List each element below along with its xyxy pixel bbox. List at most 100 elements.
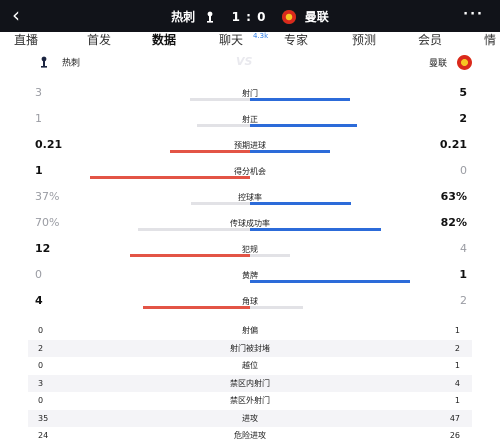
home-bar bbox=[197, 124, 250, 127]
back-icon[interactable]: ‹ bbox=[12, 3, 20, 27]
stat-list-row: 2 射门被封堵 2 bbox=[28, 340, 472, 357]
away-value: 1 bbox=[454, 396, 460, 405]
stat-row: 70% 传球成功率 82% bbox=[0, 216, 500, 242]
stat-list-row: 24 危险进攻 26 bbox=[28, 427, 472, 440]
stat-label: 越位 bbox=[242, 361, 258, 370]
stat-label: 禁区内射门 bbox=[230, 379, 270, 388]
stat-label: 犯规 bbox=[242, 245, 258, 254]
stat-row: 0 黄牌 1 bbox=[0, 268, 500, 294]
away-bar bbox=[250, 98, 350, 101]
tab-6[interactable]: 会员 bbox=[418, 33, 443, 47]
home-value: 24 bbox=[38, 431, 49, 440]
stat-label: 射门 bbox=[242, 89, 258, 98]
home-value: 37% bbox=[35, 190, 60, 203]
tab-1[interactable]: 首发 bbox=[87, 33, 112, 47]
stat-row: 4 角球 2 bbox=[0, 294, 500, 320]
away-team-name: 曼联 bbox=[428, 59, 447, 69]
stat-label: 黄牌 bbox=[242, 271, 258, 280]
away-value: 0.21 bbox=[439, 138, 467, 151]
stat-label: 危险进攻 bbox=[234, 431, 266, 440]
tab-2[interactable]: 数据 bbox=[152, 33, 177, 47]
away-value: 0 bbox=[460, 164, 467, 177]
away-value: 1 bbox=[454, 361, 460, 370]
away-value: 4 bbox=[454, 379, 460, 388]
home-value: 3 bbox=[35, 86, 42, 99]
home-value: 12 bbox=[35, 242, 51, 255]
home-value: 1 bbox=[35, 112, 42, 125]
away-bar bbox=[250, 306, 303, 309]
home-bar bbox=[190, 98, 250, 101]
header-home-team: 热刺 bbox=[171, 9, 196, 24]
stat-label: 射偏 bbox=[242, 326, 258, 335]
more-icon[interactable]: ··· bbox=[463, 7, 484, 22]
stat-list-row: 3 禁区内射门 4 bbox=[28, 375, 472, 392]
header-away-team: 曼联 bbox=[304, 9, 329, 24]
tab-bar: 直播 首发 数据 聊天 4.3k 专家 预测 会员 情 bbox=[0, 32, 500, 52]
home-team: 热刺 bbox=[38, 55, 80, 69]
stat-list-row: 0 越位 1 bbox=[28, 357, 472, 374]
tab-3[interactable]: 聊天 bbox=[219, 33, 244, 47]
away-bar bbox=[250, 202, 351, 205]
stat-row: 12 犯规 4 bbox=[0, 242, 500, 268]
match-score: 1 : 0 bbox=[231, 9, 267, 24]
home-value: 0 bbox=[38, 396, 44, 405]
home-bar bbox=[130, 254, 250, 257]
home-bar bbox=[143, 306, 250, 309]
away-bar bbox=[250, 254, 290, 257]
manutd-crest-icon bbox=[457, 55, 472, 70]
spurs-crest-icon bbox=[41, 56, 47, 68]
home-team-name: 热刺 bbox=[62, 58, 81, 69]
home-value: 4 bbox=[35, 294, 43, 307]
home-value: 70% bbox=[35, 216, 60, 229]
stat-label: 角球 bbox=[242, 297, 258, 306]
tab-4[interactable]: 专家 bbox=[284, 33, 309, 47]
stat-label: 传球成功率 bbox=[230, 219, 270, 228]
away-value: 1 bbox=[459, 268, 467, 281]
tab-5[interactable]: 预测 bbox=[352, 33, 377, 47]
home-bar bbox=[191, 202, 250, 205]
stat-label: 得分机会 bbox=[234, 167, 266, 176]
away-value: 4 bbox=[460, 242, 467, 255]
home-value: 35 bbox=[38, 414, 49, 423]
away-value: 26 bbox=[449, 431, 460, 440]
home-value: 2 bbox=[38, 344, 44, 353]
away-value: 82% bbox=[440, 216, 467, 229]
stat-row: 1 得分机会 0 bbox=[0, 164, 500, 190]
stat-label: 禁区外射门 bbox=[230, 396, 270, 405]
stat-label: 射正 bbox=[242, 115, 258, 124]
home-value: 0 bbox=[38, 361, 44, 370]
away-value: 1 bbox=[454, 326, 460, 335]
away-team: 曼联 bbox=[429, 55, 472, 70]
away-value: 63% bbox=[440, 190, 467, 203]
home-value: 1 bbox=[35, 164, 43, 177]
home-value: 0 bbox=[35, 268, 42, 281]
chat-count-badge: 4.3k bbox=[253, 32, 269, 40]
away-value: 2 bbox=[460, 294, 467, 307]
stat-list-row: 35 进攻 47 bbox=[28, 410, 472, 427]
away-bar bbox=[250, 228, 381, 231]
home-bar bbox=[90, 176, 250, 179]
away-bar bbox=[250, 124, 357, 127]
away-value: 2 bbox=[454, 344, 460, 353]
stat-row: 37% 控球率 63% bbox=[0, 190, 500, 216]
away-value: 5 bbox=[459, 86, 467, 99]
top-bar: ‹ 热刺 1 : 0 曼联 ··· bbox=[0, 0, 500, 32]
away-value: 47 bbox=[449, 414, 460, 423]
stat-row: 3 射门 5 bbox=[0, 86, 500, 112]
manutd-crest-icon bbox=[281, 9, 296, 24]
vs-label: VS bbox=[236, 55, 253, 68]
stat-list-row: 0 禁区外射门 1 bbox=[28, 392, 472, 409]
stat-row: 1 射正 2 bbox=[0, 112, 500, 138]
stat-label: 预期进球 bbox=[234, 141, 266, 150]
home-value: 0.21 bbox=[35, 138, 63, 151]
spurs-crest-icon bbox=[204, 9, 216, 25]
tab-7[interactable]: 情 bbox=[484, 33, 497, 47]
away-value: 2 bbox=[459, 112, 467, 125]
stat-label: 控球率 bbox=[238, 193, 262, 202]
home-bar bbox=[138, 228, 250, 231]
home-bar bbox=[170, 150, 250, 153]
team-row: 热刺 VS 曼联 bbox=[0, 52, 500, 72]
away-bar bbox=[250, 150, 330, 153]
home-value: 0 bbox=[38, 326, 44, 335]
tab-0[interactable]: 直播 bbox=[14, 33, 39, 47]
